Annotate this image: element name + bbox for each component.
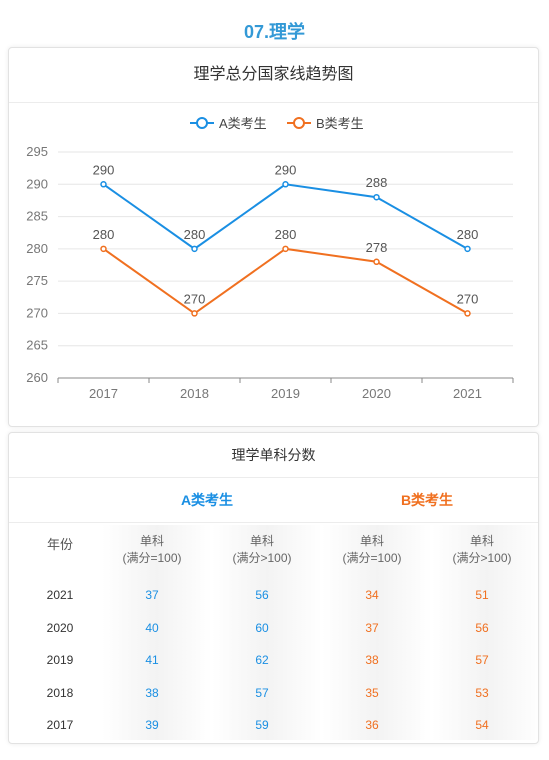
cell-a2: 60	[255, 620, 269, 635]
data-label: 280	[457, 227, 479, 242]
data-point	[282, 181, 289, 188]
data-label: 280	[93, 227, 115, 242]
x-tick-label: 2021	[453, 386, 482, 401]
cell-a1: 41	[145, 653, 159, 667]
header-a-single-over-100: 单科 (满分>100)	[232, 534, 292, 565]
legend-marker	[293, 117, 305, 129]
data-point	[373, 193, 380, 201]
x-tick-label: 2019	[271, 386, 300, 401]
table-row: 2019 41 62 38 57	[9, 644, 538, 677]
header-year: 年份	[46, 537, 73, 552]
section-title: 07.理学	[243, 22, 306, 42]
cell-a2: 59	[255, 718, 269, 732]
legend-label: B类考生	[316, 116, 364, 131]
cell-a1: 39	[145, 718, 159, 732]
chart-card: 理学总分国家线趋势图 260 265 270 275 280 285 290 295 2017 2…	[8, 47, 539, 427]
data-label: 290	[93, 162, 115, 177]
table-title: 理学单科分数	[9, 433, 538, 478]
y-tick-label: 295	[26, 144, 48, 159]
data-label: 288	[366, 175, 388, 190]
cell-year: 2017	[46, 718, 74, 732]
x-tick-label: 2020	[362, 386, 391, 401]
data-label: 270	[184, 291, 206, 306]
cell-year: 2018	[46, 685, 74, 700]
cell-b1: 38	[365, 653, 379, 667]
y-tick-label: 260	[26, 370, 48, 385]
data-point	[191, 310, 198, 317]
cell-b1: 35	[365, 685, 379, 700]
cell-a2: 56	[255, 588, 269, 602]
table-body: 2021 37 56 34 51 2020 40 60 37 56 2019 4…	[9, 579, 538, 742]
y-tick-label: 265	[26, 338, 48, 353]
data-label: 280	[184, 227, 206, 242]
y-tick-label: 290	[26, 176, 48, 191]
cell-a2: 57	[255, 685, 269, 700]
y-tick-label: 285	[26, 209, 48, 224]
y-tick-label: 270	[26, 305, 48, 320]
cell-b1: 34	[365, 588, 379, 602]
cell-b1: 36	[365, 718, 379, 732]
column-shade	[102, 525, 212, 740]
group-a-label: A类考生	[180, 492, 234, 508]
x-tick-label: 2018	[180, 386, 209, 401]
table-header-row: 年份 单科 (满分=100) 单科 (满分>100) 单科 (满分=100) 单科 (满…	[9, 533, 538, 573]
header-b-single-over-100: 单科 (满分>100)	[452, 534, 512, 565]
data-label: 290	[275, 162, 297, 177]
y-tick-label: 275	[26, 273, 48, 288]
column-shade	[322, 525, 432, 740]
cell-a1: 38	[145, 685, 159, 700]
data-point	[191, 245, 198, 253]
cell-a1: 40	[145, 620, 159, 635]
chart-title: 理学总分国家线趋势图	[9, 48, 538, 103]
data-point	[464, 310, 471, 317]
data-point	[100, 181, 107, 188]
cell-year: 2019	[46, 653, 74, 667]
cell-b2: 54	[475, 718, 489, 732]
line-chart: 260 265 270 275 280 285 290 295 2017 2018 2019 2020…	[26, 116, 514, 401]
table-row: 2017 39 59 36 54	[9, 709, 538, 742]
data-point	[464, 245, 471, 253]
table-row: 2020 40 60 37 56	[9, 612, 538, 645]
data-point	[373, 258, 380, 266]
legend-label: A类考生	[219, 116, 267, 131]
column-shade	[212, 525, 322, 740]
cell-year: 2021	[46, 588, 74, 602]
header-a-single-100: 单科 (满分=100)	[122, 534, 182, 565]
cell-a1: 37	[145, 588, 159, 602]
cell-year: 2020	[46, 620, 74, 635]
x-tick-label: 2017	[89, 386, 118, 401]
table-card: 理学单科分数 A类考生 B类考生 年份 单科 (满分=100) 单科 (满分>100…	[8, 432, 542, 744]
data-label: 278	[366, 240, 388, 255]
header-b-single-100: 单科 (满分=100)	[342, 534, 402, 565]
table-row: 2018 38 57 35 53	[9, 677, 538, 710]
group-b-label: B类考生	[400, 492, 454, 508]
cell-b2: 51	[475, 588, 489, 602]
data-label: 270	[457, 291, 479, 306]
column-shade	[432, 525, 542, 740]
y-tick-label: 280	[26, 241, 48, 256]
table-row: 2021 37 56 34 51	[9, 579, 538, 612]
cell-a2: 62	[255, 653, 269, 667]
data-point	[282, 245, 289, 253]
cell-b2: 57	[475, 653, 489, 667]
data-label: 280	[275, 227, 297, 242]
cell-b1: 37	[365, 620, 379, 635]
cell-b2: 56	[475, 620, 489, 635]
data-point	[100, 245, 107, 253]
cell-b2: 53	[475, 685, 489, 700]
group-header-row: A类考生 B类考生	[9, 478, 538, 523]
legend-marker	[196, 117, 208, 129]
